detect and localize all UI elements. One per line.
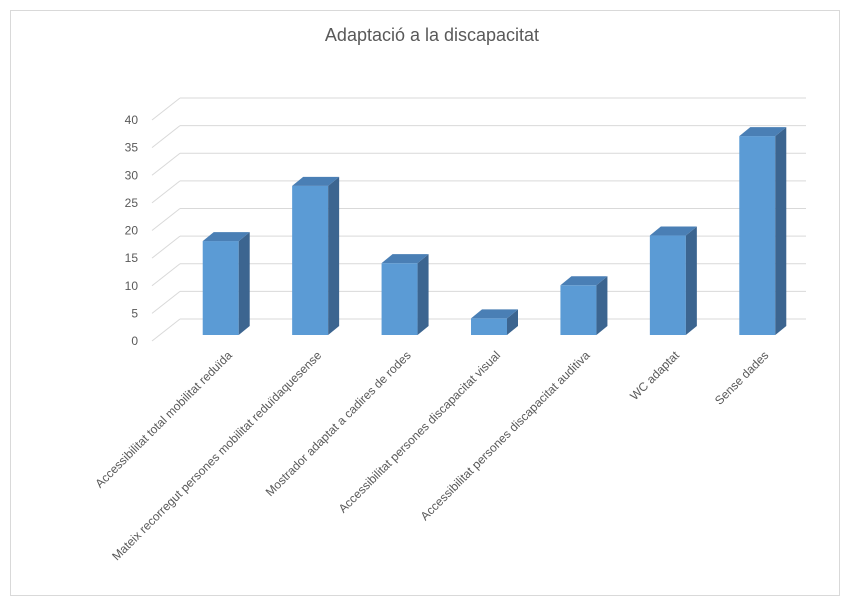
bar-side: [507, 309, 518, 335]
bar-top: [381, 254, 429, 264]
x-category-label: Sense dades: [712, 348, 771, 407]
bar-top: [560, 276, 608, 286]
bar-front: [381, 263, 418, 335]
gridline-diag-0: [151, 318, 181, 342]
x-category-label: Accessibilitat total mobilitat reduïda: [92, 348, 235, 491]
bar-4: [560, 276, 608, 335]
gridline-diag-1: [151, 290, 181, 314]
bar-1: [292, 176, 340, 335]
gridline-diag-3: [151, 235, 181, 259]
bar-side: [417, 254, 429, 335]
y-tick-label: 30: [125, 168, 139, 182]
bar-3: [471, 309, 518, 335]
bar-top: [471, 309, 518, 319]
bar-side: [328, 176, 340, 335]
bars: [202, 127, 787, 335]
y-axis-ticks: 0 5 10 15 20 25 30 35 40: [125, 113, 139, 348]
bar-top: [292, 176, 340, 186]
bar-top: [649, 226, 697, 236]
bar-side: [685, 226, 697, 335]
bar-5: [649, 226, 697, 335]
gridline-diag-5: [151, 180, 181, 204]
gridline-diag-4: [151, 208, 181, 231]
y-tick-label: 0: [131, 334, 138, 348]
x-category-label: Mateix recorregut persones mobilitat red…: [109, 348, 324, 563]
y-tick-label: 35: [125, 141, 139, 155]
bar-front: [202, 241, 239, 335]
bar-front: [471, 318, 507, 335]
y-tick-label: 10: [125, 279, 139, 293]
bar-side: [238, 232, 250, 335]
y-tick-label: 20: [125, 224, 139, 238]
bar-front: [649, 235, 686, 335]
y-tick-label: 25: [125, 196, 139, 210]
x-category-label: Accessibilitat persones discapacitat vis…: [336, 348, 503, 515]
y-tick-label: 15: [125, 251, 139, 265]
gridline-diag-7: [151, 125, 181, 149]
chart-title: Adaptació a la discapacitat: [325, 25, 539, 45]
x-category-label: Accessibilitat persones discapacitat aud…: [418, 348, 593, 523]
y-tick-label: 5: [131, 306, 138, 320]
x-axis-labels: Accessibilitat total mobilitat reduïdaMa…: [92, 348, 771, 564]
bar-side: [596, 276, 608, 335]
gridline-diag-8: [151, 97, 181, 121]
bar-0: [202, 232, 250, 335]
bar-front: [292, 185, 329, 335]
bar-top: [739, 127, 787, 137]
x-category-label: WC adaptat: [627, 348, 682, 403]
gridline-diag-6: [151, 152, 181, 176]
gridlines: [151, 97, 806, 342]
bar-top: [202, 232, 250, 242]
gridline-diag-2: [151, 263, 181, 287]
bar-front: [560, 285, 597, 335]
x-category-label: Mostrador adaptat a cadires de rodes: [263, 348, 414, 499]
bar-front: [739, 136, 776, 335]
bar-side: [775, 127, 787, 335]
bar-6: [739, 127, 787, 335]
bar-2: [381, 254, 429, 335]
y-tick-label: 40: [125, 113, 139, 127]
